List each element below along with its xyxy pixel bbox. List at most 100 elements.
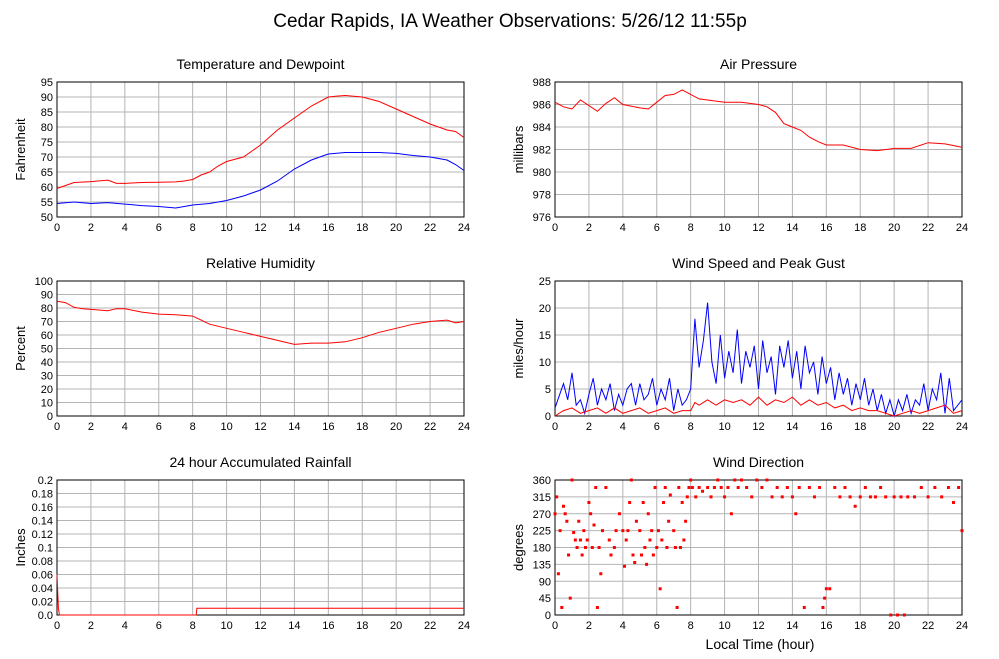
data-point — [558, 529, 562, 533]
data-point — [643, 546, 647, 549]
chart-title: Air Pressure — [720, 56, 797, 72]
chart-title: Wind Direction — [713, 454, 804, 470]
data-point — [585, 538, 589, 542]
data-point — [660, 538, 664, 542]
x-tick-label: 14 — [786, 620, 798, 632]
y-tick-label: 15 — [539, 330, 551, 342]
data-point — [609, 553, 613, 557]
data-point — [868, 495, 872, 499]
data-point — [594, 486, 598, 489]
x-tick-label: 20 — [888, 421, 900, 433]
data-point — [665, 546, 669, 549]
data-point — [709, 495, 713, 499]
x-tick-label: 12 — [752, 421, 764, 433]
data-point — [818, 486, 822, 489]
data-point — [797, 486, 801, 489]
data-point — [645, 562, 649, 566]
data-point — [621, 529, 625, 533]
y-tick-label: 50 — [41, 212, 53, 224]
data-point — [892, 495, 896, 499]
x-tick-label: 0 — [54, 421, 60, 433]
x-tick-label: 2 — [586, 222, 592, 234]
x-tick-label: 20 — [390, 222, 402, 234]
x-tick-label: 24 — [956, 620, 968, 632]
x-tick-label: 18 — [854, 222, 866, 234]
x-tick-label: 6 — [654, 222, 660, 234]
data-point — [775, 486, 779, 489]
y-tick-label: 135 — [533, 559, 551, 571]
data-point — [641, 501, 645, 504]
data-point — [694, 495, 698, 499]
data-point — [807, 486, 811, 489]
y-tick-label: 0.2 — [38, 475, 53, 487]
data-point — [719, 486, 723, 489]
data-point — [879, 486, 883, 489]
y-tick-label: 225 — [533, 526, 551, 538]
x-tick-label: 4 — [122, 222, 128, 234]
data-point — [599, 572, 603, 576]
x-tick-label: 16 — [322, 421, 334, 433]
data-point — [628, 501, 632, 504]
x-tick-label: 12 — [752, 222, 764, 234]
x-tick-label: 6 — [156, 222, 162, 234]
y-tick-label: 80 — [41, 303, 53, 315]
x-tick-label: 22 — [424, 620, 436, 632]
data-point — [561, 504, 565, 508]
y-tick-label: 0.06 — [32, 570, 53, 582]
x-tick-label: 6 — [156, 421, 162, 433]
series-line-2 — [554, 396, 963, 417]
y-tick-label: 984 — [533, 122, 551, 134]
series-line-1 — [56, 574, 464, 616]
data-point — [650, 529, 654, 533]
y-tick-label: 0.16 — [32, 502, 53, 514]
data-point — [946, 486, 950, 489]
data-point — [701, 489, 705, 493]
data-point — [863, 486, 867, 489]
x-tick-label: 12 — [254, 222, 266, 234]
y-axis-label: Percent — [13, 326, 28, 371]
plot-frame — [56, 280, 465, 417]
data-point — [604, 486, 608, 489]
y-tick-label: 90 — [539, 576, 551, 588]
data-point — [770, 495, 774, 499]
data-point — [572, 531, 576, 534]
data-point — [614, 529, 618, 533]
data-point — [680, 501, 684, 504]
y-tick-label: 988 — [533, 77, 551, 89]
x-tick-label: 0 — [54, 620, 60, 632]
data-point — [889, 613, 893, 617]
x-tick-label: 20 — [888, 222, 900, 234]
x-tick-label: 2 — [88, 421, 94, 433]
y-tick-label: 0.02 — [32, 597, 53, 609]
data-point — [745, 486, 749, 489]
x-tick-label: 22 — [922, 421, 934, 433]
data-point — [582, 529, 586, 533]
data-point — [812, 495, 816, 499]
y-tick-label: 986 — [533, 100, 551, 112]
data-point — [919, 486, 923, 489]
x-tick-label: 0 — [54, 222, 60, 234]
data-point — [624, 538, 628, 542]
data-point — [565, 519, 569, 523]
data-point — [673, 546, 677, 549]
series-line-1 — [554, 89, 963, 152]
y-tick-label: 65 — [41, 167, 53, 179]
x-tick-label: 12 — [254, 620, 266, 632]
data-point — [672, 529, 676, 533]
data-point — [858, 495, 862, 499]
x-tick-label: 0 — [552, 222, 558, 234]
data-point — [584, 546, 588, 549]
y-tick-label: 90 — [41, 290, 53, 302]
y-tick-label: 982 — [533, 145, 551, 157]
data-point — [926, 495, 930, 499]
y-tick-label: 50 — [41, 344, 53, 356]
data-point — [600, 529, 604, 533]
data-point — [575, 546, 579, 549]
data-point — [689, 478, 693, 482]
data-point — [553, 512, 557, 516]
y-tick-label: 270 — [533, 509, 551, 521]
data-point — [595, 606, 599, 609]
